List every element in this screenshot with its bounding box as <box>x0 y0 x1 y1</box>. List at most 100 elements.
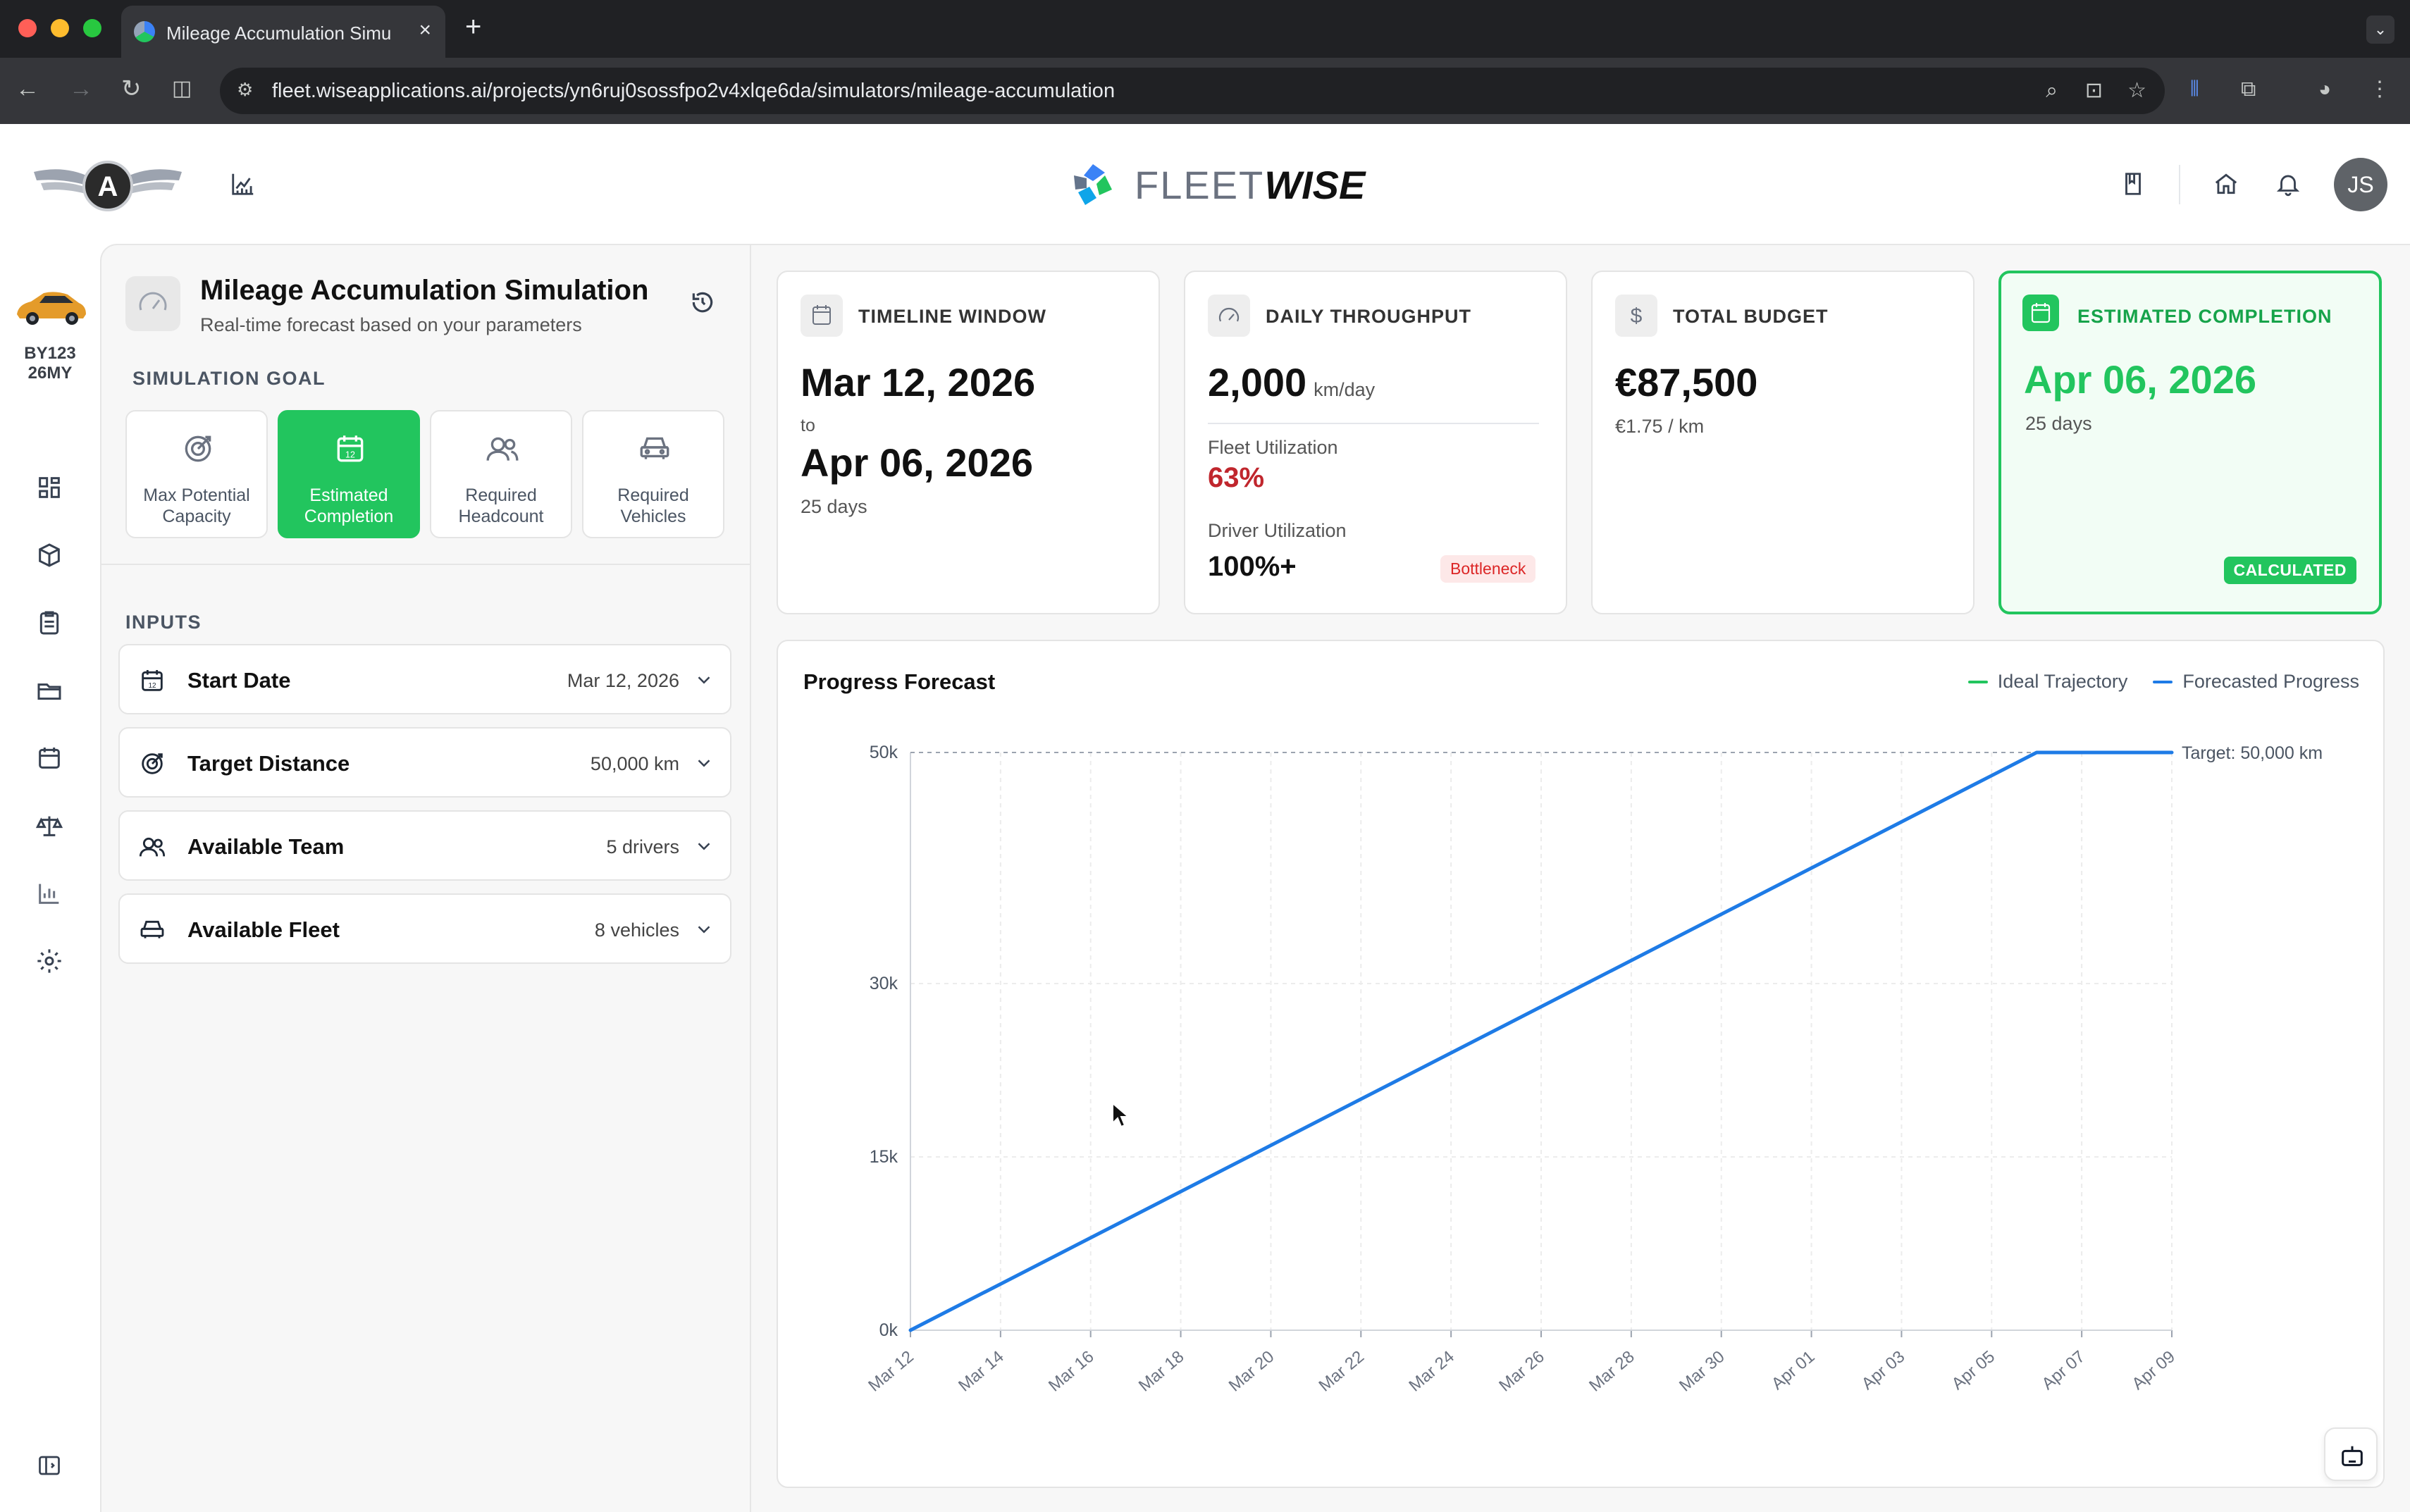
y-tick-label: 50k <box>870 743 898 762</box>
user-avatar[interactable]: JS <box>2334 158 2387 211</box>
calendar-icon <box>801 295 843 337</box>
fleetwise-logo: FLEETWISE <box>1068 156 1365 213</box>
url-text[interactable]: fleet.wiseapplications.ai/projects/yn6ru… <box>272 80 1116 102</box>
calendar-icon[interactable] <box>35 744 63 772</box>
browser-menu-icon[interactable]: ⋮ <box>2369 78 2390 101</box>
x-tick-label: Mar 22 <box>1316 1347 1368 1396</box>
legend-forecasted-progress[interactable]: Forecasted Progress <box>2153 671 2359 693</box>
speedometer-icon <box>1208 295 1250 337</box>
back-icon[interactable]: ← <box>16 75 39 102</box>
kpi-daily-throughput: DAILY THROUGHPUT 2,000 km/day Fleet Utili… <box>1184 271 1567 614</box>
input-label: Available Team <box>187 834 345 859</box>
install-app-icon[interactable]: ⊡ <box>2084 79 2103 102</box>
reset-icon[interactable] <box>689 289 716 316</box>
progress-forecast-chart[interactable]: Mar 12 Mar 14 Mar 16 Mar 18 Mar 20 Mar 22 Mar … <box>778 641 2385 1487</box>
fleet-utilization-value: 63% <box>1208 462 1265 493</box>
simulation-panel: Mileage Accumulation Simulation Real-tim… <box>100 244 751 1512</box>
calendar-icon: 12 <box>142 670 163 691</box>
progress-forecast-card: Progress Forecast Ideal Trajectory Forec… <box>777 640 2385 1488</box>
kpi-title: TOTAL BUDGET <box>1673 306 1829 327</box>
maximize-window-button[interactable] <box>83 19 101 37</box>
timeline-end-date: Apr 06, 2026 <box>801 440 1033 485</box>
profile-icon[interactable]: ◕ <box>2318 78 2332 101</box>
input-start-date[interactable]: 12 Start Date Mar 12, 2026 <box>118 644 731 714</box>
simulation-subtitle: Real-time forecast based on your paramet… <box>200 314 582 335</box>
x-tick-label: Apr 09 <box>2128 1347 2179 1394</box>
browser-toolbar: ← → ↻ ◫ ⚙ fleet.wiseapplications.ai/proj… <box>0 58 2410 124</box>
chevron-down-icon[interactable] <box>693 919 715 940</box>
x-tick-label: Mar 30 <box>1676 1347 1729 1396</box>
close-window-button[interactable] <box>18 19 37 37</box>
vehicle-plate: BY123 26MY <box>0 344 100 383</box>
users-icon <box>139 837 166 857</box>
timeline-to-label: to <box>801 416 815 435</box>
goal-required-vehicles[interactable]: Required Vehicles <box>582 410 724 538</box>
vehicle-plate-line-1: BY123 <box>24 344 76 363</box>
reload-icon[interactable]: ↻ <box>121 75 142 102</box>
chevron-down-icon[interactable] <box>693 836 715 857</box>
vehicle-thumbnail-icon[interactable] <box>13 285 89 328</box>
chevron-down-icon[interactable] <box>693 752 715 774</box>
goal-required-headcount[interactable]: Required Headcount <box>430 410 572 538</box>
scale-icon[interactable] <box>35 812 63 840</box>
vehicle-plate-line-2: 26MY <box>27 364 73 383</box>
legend-label: Forecasted Progress <box>2182 671 2359 692</box>
extensions-puzzle-icon[interactable]: ⧉ <box>2241 78 2256 101</box>
tab-search-button[interactable]: ⌄ <box>2366 16 2394 44</box>
x-tick-label: Apr 01 <box>1768 1347 1819 1394</box>
svg-text:$: $ <box>1631 304 1643 328</box>
throughput-unit: km/day <box>1314 379 1376 400</box>
settings-icon[interactable] <box>35 947 63 975</box>
panel-divider <box>101 564 750 565</box>
tab-close-icon[interactable]: × <box>419 18 431 42</box>
box-icon[interactable] <box>35 541 63 569</box>
simulation-goal-label: SIMULATION GOAL <box>132 368 326 389</box>
address-bar[interactable]: ⚙ fleet.wiseapplications.ai/projects/yn6… <box>220 68 2165 114</box>
timeline-days: 25 days <box>801 496 867 517</box>
x-tick-label: Apr 07 <box>2038 1347 2089 1394</box>
kpi-title: TIMELINE WINDOW <box>858 306 1046 327</box>
input-target-distance[interactable]: Target Distance 50,000 km <box>118 727 731 798</box>
input-available-fleet[interactable]: Available Fleet 8 vehicles <box>118 893 731 964</box>
notifications-bell-icon[interactable] <box>2275 171 2301 197</box>
company-logo-icon[interactable]: A <box>27 156 189 213</box>
site-info-icon[interactable]: ⚙ <box>237 79 254 100</box>
svg-text:12: 12 <box>345 450 355 460</box>
svg-text:12: 12 <box>148 682 156 690</box>
home-icon[interactable] <box>2213 171 2239 197</box>
minimize-window-button[interactable] <box>51 19 69 37</box>
guide-book-icon[interactable] <box>2120 171 2146 197</box>
dashboard-icon[interactable] <box>35 473 63 502</box>
folder-icon[interactable] <box>35 676 63 705</box>
browser-tab[interactable]: Mileage Accumulation Simula × <box>121 6 445 58</box>
header-divider <box>2179 165 2180 204</box>
target-icon <box>142 753 163 774</box>
zoom-icon[interactable]: ⌕ <box>2046 79 2058 102</box>
calendar-icon <box>2022 295 2059 331</box>
calendar-icon: 12 <box>337 435 364 462</box>
x-tick-label: Mar 26 <box>1495 1347 1548 1396</box>
bar-chart-icon[interactable] <box>35 879 63 907</box>
legend-ideal-trajectory[interactable]: Ideal Trajectory <box>1967 671 2128 693</box>
chart-legend: Ideal Trajectory Forecasted Progress <box>1967 671 2359 693</box>
goal-estimated-completion[interactable]: 12 Estimated Completion <box>278 410 420 538</box>
completion-days: 25 days <box>2025 413 2092 434</box>
bookmark-star-icon[interactable]: ☆ <box>2127 79 2146 102</box>
assistant-bot-button[interactable] <box>2324 1427 2378 1481</box>
legend-label: Ideal Trajectory <box>1997 671 2128 692</box>
input-available-team[interactable]: Available Team 5 drivers <box>118 810 731 881</box>
x-tick-label: Mar 24 <box>1405 1347 1458 1396</box>
clipboard-icon[interactable] <box>35 609 63 637</box>
y-tick-label: 0k <box>879 1320 898 1340</box>
kpi-title: DAILY THROUGHPUT <box>1266 306 1472 327</box>
split-view-icon[interactable]: ◫ <box>172 77 192 100</box>
extension-icon[interactable]: ⫴ <box>2190 78 2199 101</box>
sidebar-toggle-icon[interactable] <box>37 1453 62 1478</box>
new-tab-button[interactable]: + <box>465 11 482 42</box>
analytics-nav-icon[interactable] <box>230 171 257 197</box>
chevron-down-icon[interactable] <box>693 669 715 690</box>
target-label: Target: 50,000 km <box>2182 743 2323 763</box>
goal-max-potential-capacity[interactable]: Max Potential Capacity <box>125 410 268 538</box>
car-icon <box>640 437 669 459</box>
forward-icon[interactable]: → <box>69 75 93 102</box>
